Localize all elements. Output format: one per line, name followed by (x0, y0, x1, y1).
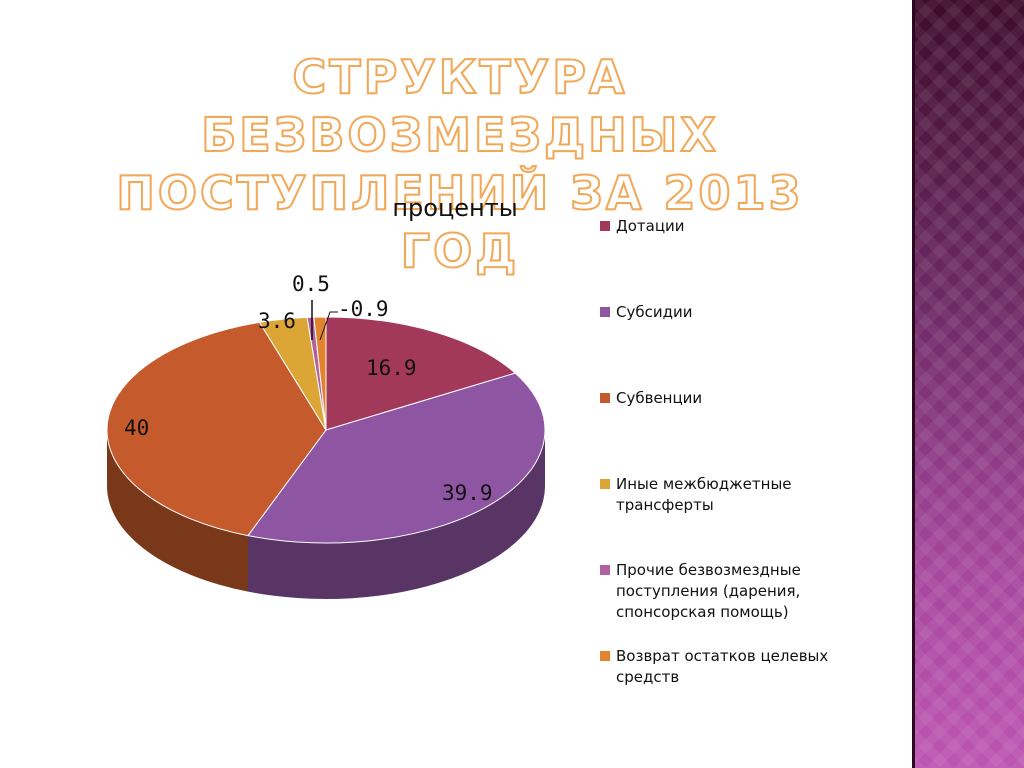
data-label-3: 3.6 (258, 309, 296, 333)
legend-swatch (600, 479, 610, 489)
decorative-side-panel (912, 0, 1024, 768)
legend-label: Прочие безвозмездные поступления (дарени… (616, 561, 801, 621)
legend-label: Субсидии (616, 303, 693, 321)
side-panel-pattern (912, 0, 1024, 768)
pie-slice-2 (106, 321, 327, 537)
legend-item-return-of-balances: Возврат остатков целевых средств (600, 646, 870, 688)
slide-title: СТРУКТУРА БЕЗВОЗМЕЗДНЫХ ПОСТУПЛЕНИЙ ЗА 2… (60, 48, 860, 280)
legend-label: Возврат остатков целевых средств (616, 647, 829, 686)
pie-sides (107, 430, 545, 599)
legend-swatch (600, 393, 610, 403)
pie-leader-lines (311, 300, 338, 341)
pie-chart: 16.9 39.9 40 3.6 0.5 -0.9 (106, 272, 546, 599)
side-panel-edge (912, 0, 915, 768)
slide-title-line-1: СТРУКТУРА БЕЗВОЗМЕЗДНЫХ (200, 49, 719, 163)
pie-tops (106, 316, 546, 544)
data-label-4: 0.5 (292, 272, 330, 296)
legend-swatch (600, 651, 610, 661)
pie-slice-0 (325, 316, 517, 431)
legend-item-other-receipts: Прочие безвозмездные поступления (дарени… (600, 560, 870, 623)
legend-swatch (600, 565, 610, 575)
legend-item-dotations: Дотации (600, 216, 870, 237)
pie-side-wall-2 (107, 430, 249, 592)
data-label-5: -0.9 (338, 297, 389, 321)
legend-item-subventions: Субвенции (600, 388, 870, 409)
data-label-1: 39.9 (442, 481, 493, 505)
pie-side-wall-1 (248, 430, 545, 599)
leader-line-return-of-balances (319, 311, 338, 341)
data-label-2: 40 (124, 416, 149, 440)
legend-item-other-transfers: Иные межбюджетные трансферты (600, 474, 870, 516)
pie-slice-1 (247, 372, 546, 544)
pie-slice-5 (313, 316, 327, 431)
legend-item-subsidies: Субсидии (600, 302, 870, 323)
pie-data-labels: 16.9 39.9 40 3.6 0.5 -0.9 (124, 272, 493, 505)
data-label-0: 16.9 (366, 356, 417, 380)
slide-title-line-2: ПОСТУПЛЕНИЙ ЗА 2013 ГОД (115, 165, 804, 279)
legend-swatch (600, 221, 610, 231)
legend-label: Дотации (616, 217, 685, 235)
legend-label: Субвенции (616, 389, 703, 407)
legend-swatch (600, 307, 610, 317)
chart-title: проценты (392, 194, 518, 222)
legend-label: Иные межбюджетные трансферты (616, 475, 792, 514)
